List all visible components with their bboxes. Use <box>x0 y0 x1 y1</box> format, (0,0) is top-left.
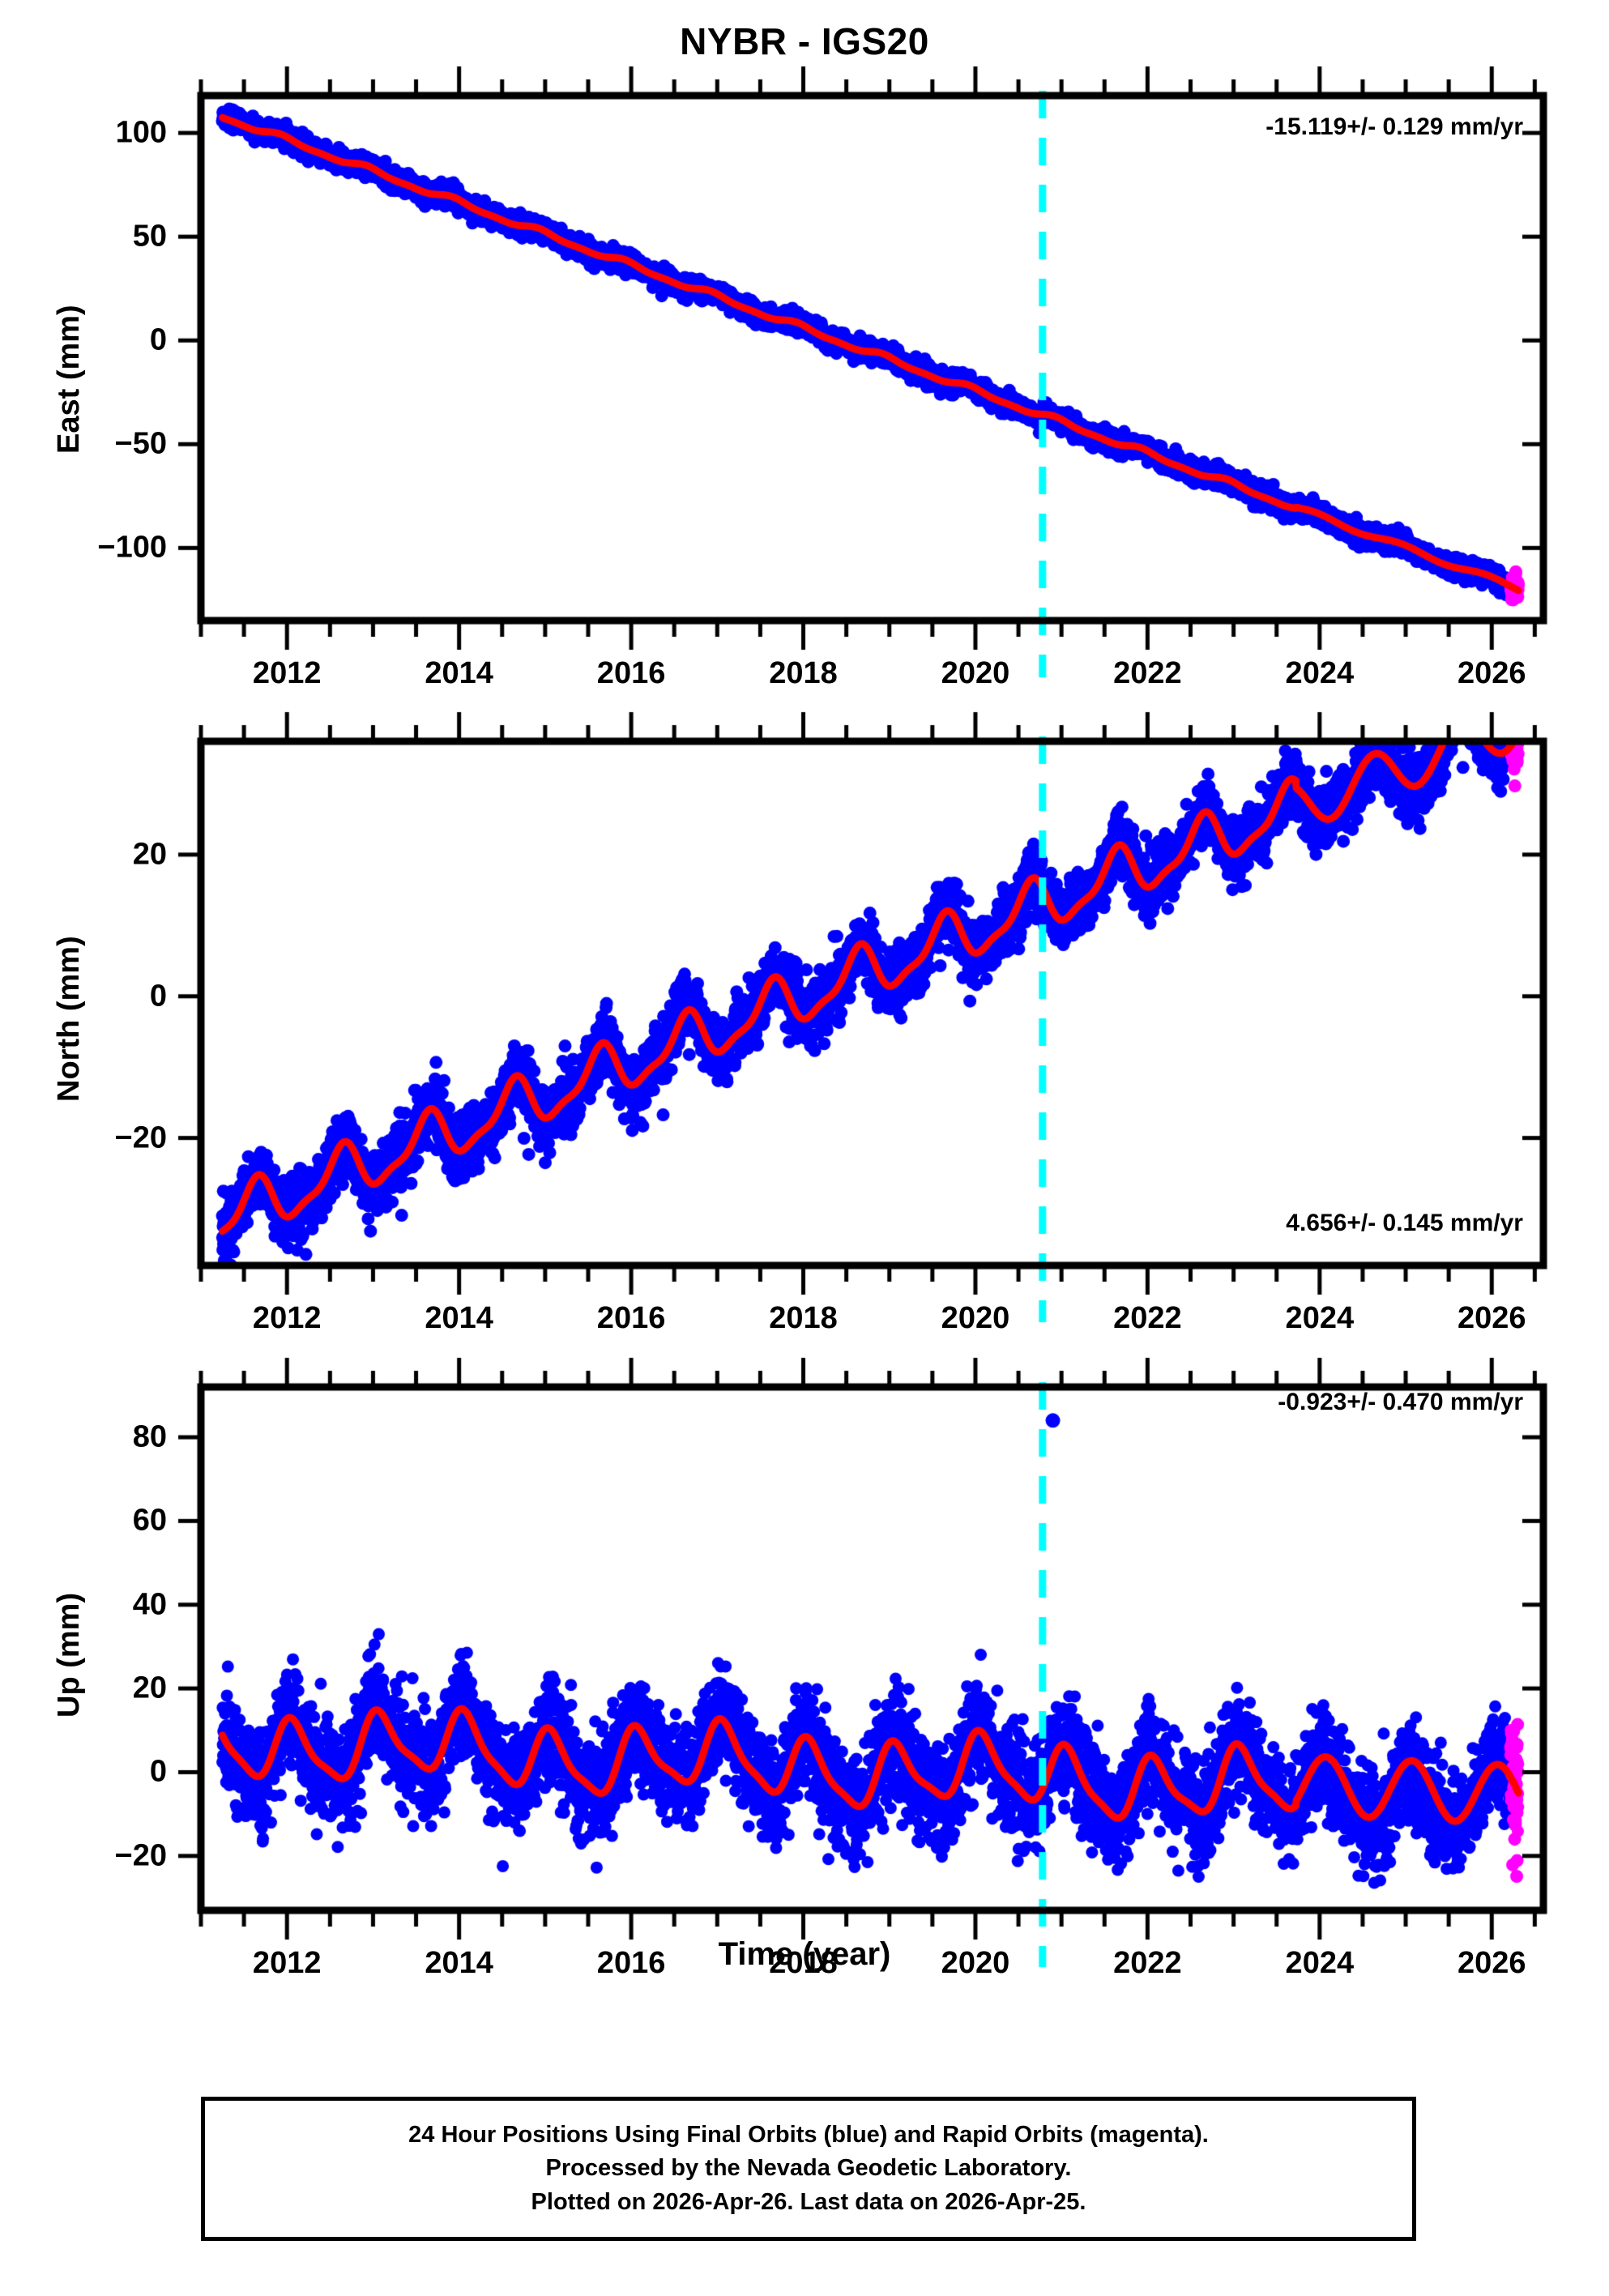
x-tick-east-2018: 2018 <box>769 656 838 690</box>
up-axis-label: Up (mm) <box>52 1592 86 1718</box>
y-tick-north--20: −20 <box>114 1120 167 1155</box>
x-tick-up-2012: 2012 <box>252 1946 322 1980</box>
y-tick-east-100: 100 <box>115 115 167 150</box>
y-tick-up-20: 20 <box>132 1671 167 1705</box>
x-tick-east-2012: 2012 <box>252 656 322 690</box>
x-tick-north-2020: 2020 <box>941 1301 1010 1335</box>
y-tick-up-80: 80 <box>132 1419 167 1454</box>
y-tick-east-0: 0 <box>149 322 167 357</box>
y-tick-up-40: 40 <box>132 1587 167 1622</box>
x-tick-east-2026: 2026 <box>1457 656 1526 690</box>
x-tick-up-2018: 2018 <box>769 1946 838 1980</box>
x-tick-north-2018: 2018 <box>769 1301 838 1335</box>
x-tick-east-2022: 2022 <box>1113 656 1182 690</box>
x-tick-north-2012: 2012 <box>252 1301 322 1335</box>
x-tick-up-2014: 2014 <box>425 1946 493 1980</box>
y-tick-up--20: −20 <box>114 1838 167 1873</box>
y-tick-north-0: 0 <box>149 979 167 1014</box>
y-tick-north-20: 20 <box>132 837 167 872</box>
x-tick-north-2022: 2022 <box>1113 1301 1182 1335</box>
north-rate-annotation: 4.656+/- 0.145 mm/yr <box>1286 1210 1523 1236</box>
x-tick-north-2026: 2026 <box>1457 1301 1526 1335</box>
x-tick-up-2020: 2020 <box>941 1946 1010 1980</box>
x-tick-north-2024: 2024 <box>1285 1301 1355 1335</box>
footer-line-2: Processed by the Nevada Geodetic Laborat… <box>545 2155 1072 2182</box>
east-rate-annotation: -15.119+/- 0.129 mm/yr <box>1265 113 1523 140</box>
x-tick-east-2016: 2016 <box>596 656 666 690</box>
x-tick-north-2016: 2016 <box>596 1301 666 1335</box>
east-axis-label: East (mm) <box>52 305 86 454</box>
north-axis-label: North (mm) <box>52 936 86 1102</box>
x-tick-east-2020: 2020 <box>941 656 1010 690</box>
up-rate-annotation: -0.923+/- 0.470 mm/yr <box>1278 1389 1523 1415</box>
x-tick-north-2014: 2014 <box>425 1301 493 1335</box>
x-tick-up-2024: 2024 <box>1285 1946 1355 1980</box>
page-title: NYBR - IGS20 <box>680 20 929 62</box>
y-tick-up-60: 60 <box>132 1503 167 1538</box>
y-tick-east-50: 50 <box>132 219 167 254</box>
x-tick-up-2022: 2022 <box>1113 1946 1182 1980</box>
x-tick-up-2026: 2026 <box>1457 1946 1526 1980</box>
y-tick-east--50: −50 <box>114 426 167 461</box>
y-tick-east--100: −100 <box>97 530 167 565</box>
footer-line-1: 24 Hour Positions Using Final Orbits (bl… <box>408 2122 1209 2149</box>
y-tick-up-0: 0 <box>149 1754 167 1789</box>
x-tick-up-2016: 2016 <box>596 1946 666 1980</box>
footer-note-box: 24 Hour Positions Using Final Orbits (bl… <box>201 2097 1416 2241</box>
x-axis-title: Time (year) <box>718 1936 891 1972</box>
x-tick-east-2024: 2024 <box>1285 656 1355 690</box>
footer-line-3: Plotted on 2026-Apr-26. Last data on 202… <box>531 2188 1086 2215</box>
x-tick-east-2014: 2014 <box>425 656 493 690</box>
